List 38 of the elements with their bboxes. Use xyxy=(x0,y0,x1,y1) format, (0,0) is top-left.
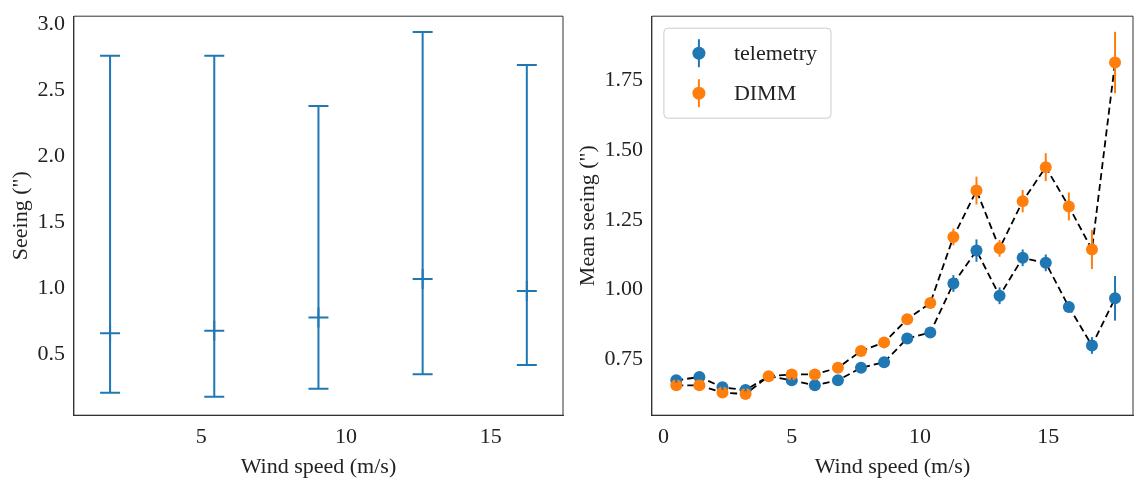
x-tick-label: 15 xyxy=(479,423,502,449)
point xyxy=(762,370,775,383)
point xyxy=(924,326,937,339)
x-tick-label: 0 xyxy=(657,423,669,449)
x-axis-title: Wind speed (m/s) xyxy=(240,452,397,478)
y-tick-label: 1.50 xyxy=(604,135,643,161)
y-tick-label: 1.00 xyxy=(604,275,643,301)
y-tick-label: 0.5 xyxy=(37,340,65,366)
point xyxy=(878,356,891,369)
legend-label: DIMM xyxy=(733,79,797,105)
legend-label: telemetry xyxy=(733,39,817,65)
x-tick-label: 10 xyxy=(334,423,357,449)
point xyxy=(831,374,844,387)
point xyxy=(878,336,891,349)
x-tick-label: 5 xyxy=(786,423,798,449)
y-tick-label: 1.25 xyxy=(604,205,643,231)
point xyxy=(901,332,914,345)
x-axis-title: Wind speed (m/s) xyxy=(814,452,971,478)
point xyxy=(901,313,914,326)
y-axis-title: Seeing (") xyxy=(6,171,32,261)
y-tick-label: 1.0 xyxy=(37,274,65,300)
y-tick-label: 0.75 xyxy=(604,345,643,371)
x-tick-label: 15 xyxy=(1037,423,1060,449)
y-tick-label: 1.75 xyxy=(604,66,643,92)
point xyxy=(808,379,821,392)
x-tick-label: 5 xyxy=(195,423,207,449)
y-tick-label: 1.5 xyxy=(37,208,65,234)
x-tick-label: 10 xyxy=(909,423,932,449)
point xyxy=(808,368,821,381)
y-axis-title: Mean seeing (") xyxy=(573,145,599,287)
point xyxy=(831,361,844,374)
point xyxy=(924,297,937,310)
point xyxy=(693,379,706,392)
y-tick-label: 3.0 xyxy=(37,9,65,35)
y-tick-label: 2.0 xyxy=(37,142,65,168)
point xyxy=(855,345,868,358)
point xyxy=(855,361,868,374)
y-tick-label: 2.5 xyxy=(37,75,65,101)
